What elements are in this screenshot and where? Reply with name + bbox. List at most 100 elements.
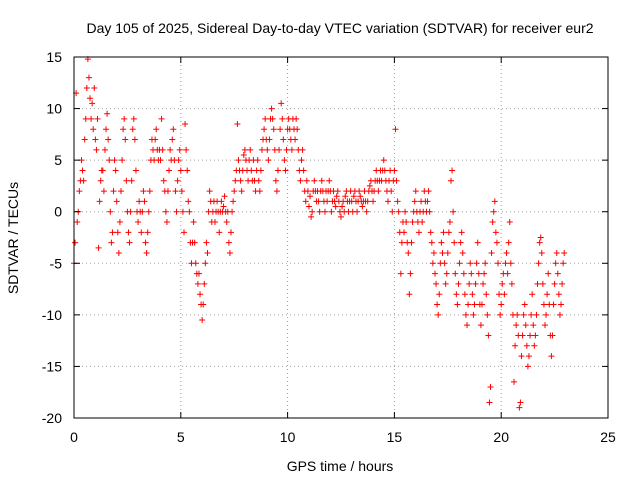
data-point-marker [470, 311, 477, 318]
data-point-marker [184, 167, 191, 174]
y-tick-label: 5 [54, 152, 62, 168]
data-point-marker [333, 193, 340, 200]
data-point-marker [436, 291, 443, 298]
data-point-marker [162, 208, 169, 215]
data-point-marker [434, 301, 441, 308]
data-point-marker [391, 167, 398, 174]
data-point-marker [76, 188, 83, 195]
y-tick-label: 0 [54, 204, 62, 220]
data-point-marker [140, 188, 147, 195]
data-point-marker [116, 219, 123, 226]
data-point-marker [174, 177, 181, 184]
data-point-marker [278, 100, 285, 107]
data-point-marker [438, 239, 445, 246]
y-tick-label: -20 [42, 410, 62, 426]
data-point-marker [274, 167, 281, 174]
data-point-marker [449, 167, 456, 174]
data-point-marker [489, 219, 496, 226]
data-point-marker [430, 249, 437, 256]
data-point-marker [409, 219, 416, 226]
data-point-marker [272, 177, 279, 184]
data-point-marker [475, 270, 482, 277]
data-point-marker [307, 193, 314, 200]
data-point-marker [375, 188, 382, 195]
data-point-marker [96, 198, 103, 205]
data-point-marker [411, 198, 418, 205]
plot-frame [73, 56, 609, 419]
data-point-marker [211, 219, 218, 226]
data-point-marker [315, 198, 322, 205]
data-point-marker [298, 157, 305, 164]
data-point-marker [560, 260, 567, 267]
data-point-marker [114, 229, 121, 236]
data-point-marker [555, 291, 562, 298]
data-point-marker [294, 126, 301, 133]
data-point-marker [553, 249, 560, 256]
data-point-marker [190, 219, 197, 226]
data-point-marker [74, 219, 81, 226]
data-point-marker [91, 84, 98, 91]
data-point-marker [170, 126, 177, 133]
data-point-marker [328, 208, 335, 215]
data-point-marker [394, 198, 401, 205]
data-point-marker [457, 239, 464, 246]
data-point-marker [465, 301, 472, 308]
y-tick-label: -10 [42, 307, 62, 323]
data-point-marker [177, 167, 184, 174]
data-point-marker [139, 208, 146, 215]
data-point-marker [359, 203, 366, 210]
data-point-marker [424, 198, 431, 205]
data-point-marker [152, 136, 159, 143]
data-point-marker [238, 188, 245, 195]
data-point-marker [441, 260, 448, 267]
data-point-marker [185, 198, 192, 205]
data-point-marker [318, 177, 325, 184]
data-point-marker [269, 115, 276, 122]
x-tick-label: 20 [493, 429, 509, 445]
y-axis-label: SDTVAR / TECUs [5, 182, 21, 294]
data-point-marker [339, 203, 346, 210]
data-point-marker [527, 332, 534, 339]
data-point-marker [435, 311, 442, 318]
data-point-marker [254, 157, 261, 164]
data-point-marker [90, 126, 97, 133]
data-point-marker [257, 167, 264, 174]
data-point-marker [433, 280, 440, 287]
data-point-marker [518, 353, 525, 360]
data-point-marker [520, 311, 527, 318]
data-point-marker [454, 301, 461, 308]
data-point-marker [482, 260, 489, 267]
data-point-marker [163, 219, 170, 226]
data-point-marker [80, 177, 87, 184]
data-point-marker [503, 249, 510, 256]
data-point-marker [522, 322, 529, 329]
data-point-marker [549, 332, 556, 339]
data-point-marker [225, 239, 232, 246]
data-point-marker [559, 280, 566, 287]
data-point-marker [99, 167, 106, 174]
data-point-marker [132, 167, 139, 174]
data-point-marker [292, 136, 299, 143]
data-point-marker [528, 311, 535, 318]
data-point-marker [439, 249, 446, 256]
x-tick-label: 15 [387, 429, 403, 445]
data-point-marker [460, 270, 467, 277]
data-point-marker [530, 322, 537, 329]
data-point-marker [493, 239, 500, 246]
data-point-marker [459, 249, 466, 256]
data-point-marker [471, 301, 478, 308]
data-point-marker [537, 234, 544, 241]
data-point-marker [517, 399, 524, 406]
data-point-marker [523, 342, 530, 349]
data-point-marker [370, 198, 377, 205]
data-point-marker [126, 239, 133, 246]
data-point-marker [281, 157, 288, 164]
data-point-marker [552, 260, 559, 267]
data-point-marker [227, 229, 234, 236]
data-point-marker [499, 280, 506, 287]
data-point-marker [79, 167, 86, 174]
data-point-marker [448, 177, 455, 184]
data-point-marker [548, 353, 555, 360]
chart-title: Day 105 of 2025, Sidereal Day-to-day VTE… [86, 20, 593, 36]
